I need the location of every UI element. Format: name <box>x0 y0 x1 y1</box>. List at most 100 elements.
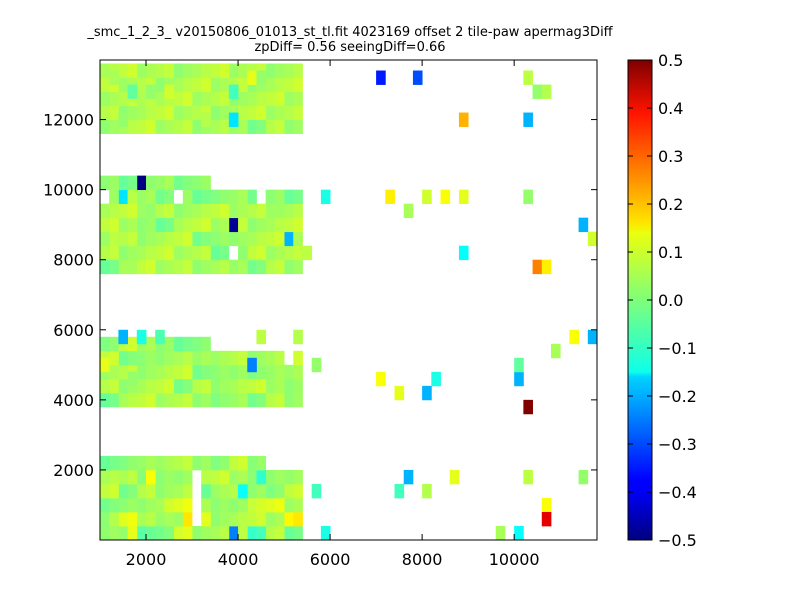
heatmap-cell <box>192 259 202 275</box>
heatmap-cell <box>458 245 469 261</box>
heatmap-cell <box>136 497 147 513</box>
heatmap-cell <box>219 63 230 78</box>
heatmap-cell <box>182 455 193 471</box>
heatmap-cell <box>118 63 129 78</box>
heatmap-cell <box>238 119 248 134</box>
heatmap-cell <box>274 91 285 106</box>
heatmap-cell <box>293 511 303 527</box>
heatmap-cell <box>247 483 257 499</box>
heatmap-cell <box>256 203 267 219</box>
heatmap-cell <box>136 189 147 205</box>
heatmap-cell <box>284 497 294 513</box>
heatmap-cell <box>449 469 460 485</box>
heatmap-cell <box>201 63 211 78</box>
heatmap-cell <box>182 119 193 134</box>
heatmap-cell <box>182 231 193 247</box>
heatmap-cell <box>201 91 211 106</box>
heatmap-cell <box>228 84 239 99</box>
heatmap-cell <box>173 497 184 513</box>
heatmap-cell <box>164 525 175 541</box>
heatmap-cell <box>127 217 138 233</box>
heatmap-cell <box>274 245 285 261</box>
chart-title-line-2: zpDiff= 0.56 seeingDiff=0.66 <box>254 40 446 55</box>
heatmap-cell <box>173 378 184 394</box>
heatmap-cell <box>182 525 193 541</box>
colorbar-tick-label: −0.2 <box>658 387 697 406</box>
heatmap-cell <box>376 70 386 85</box>
heatmap-cell <box>265 259 276 275</box>
heatmap-cell <box>155 77 165 92</box>
heatmap-cell <box>201 231 211 247</box>
heatmap-cell <box>192 364 202 380</box>
heatmap-cell <box>136 364 147 380</box>
heatmap-cell <box>146 203 156 219</box>
heatmap-cell <box>238 217 248 233</box>
heatmap-cell <box>136 378 147 394</box>
heatmap-cell <box>136 483 147 499</box>
heatmap-cell <box>274 77 285 92</box>
heatmap-cell <box>173 175 184 191</box>
heatmap-cell <box>274 119 285 134</box>
heatmap-cell <box>247 469 257 485</box>
heatmap-cell <box>100 497 110 513</box>
heatmap-cell <box>201 525 211 541</box>
heatmap-cell <box>238 231 248 247</box>
heatmap-cell <box>219 189 230 205</box>
heatmap-cell <box>302 245 313 261</box>
heatmap-cell <box>550 343 561 359</box>
heatmap-cell <box>164 189 175 205</box>
heatmap-cell <box>100 259 110 275</box>
heatmap-cell <box>228 364 239 380</box>
heatmap-cell <box>256 259 267 275</box>
heatmap-cell <box>256 119 267 134</box>
heatmap-cell <box>127 455 138 471</box>
heatmap-cell <box>146 483 156 499</box>
heatmap-cell <box>109 175 119 191</box>
heatmap-cell <box>219 245 230 261</box>
heatmap-cell <box>201 483 211 499</box>
heatmap-cell <box>192 217 202 233</box>
heatmap-cell <box>265 119 276 134</box>
heatmap-cell <box>109 70 119 85</box>
heatmap-cell <box>293 105 303 120</box>
heatmap-cell <box>274 364 285 380</box>
axes: 2000 4000 6000 8000 10000 2000 4000 6000 8000 100… <box>43 60 597 569</box>
heatmap-cell <box>201 350 211 366</box>
heatmap-cell <box>274 378 285 394</box>
heatmap-cell <box>284 525 294 541</box>
heatmap-cell <box>192 175 202 191</box>
heatmap-cell <box>403 203 414 219</box>
heatmap-cell <box>100 336 110 352</box>
heatmap-cell <box>118 203 129 219</box>
heatmap-cell <box>219 525 230 541</box>
heatmap-cell <box>164 245 175 261</box>
heatmap-cell <box>201 455 211 471</box>
heatmap-cell <box>127 525 138 541</box>
heatmap-cell <box>201 203 211 219</box>
heatmap-cell <box>219 77 230 92</box>
heatmap-cell <box>182 203 193 219</box>
heatmap-cell <box>173 483 184 499</box>
heatmap-cell <box>247 91 257 106</box>
heatmap-cell <box>109 511 119 527</box>
heatmap-cell <box>118 231 129 247</box>
heatmap-cell <box>182 392 193 408</box>
heatmap-cell <box>118 77 129 92</box>
heatmap-cell <box>210 203 221 219</box>
heatmap-cell <box>274 217 285 233</box>
heatmap-cell <box>311 357 322 373</box>
heatmap-cell <box>173 203 184 219</box>
heatmap-cell <box>274 497 285 513</box>
heatmap-cell <box>173 231 184 247</box>
heatmap-cell <box>265 63 276 78</box>
heatmap-cell <box>173 77 184 92</box>
heatmap-cell <box>219 378 230 394</box>
heatmap-cell <box>155 511 165 527</box>
heatmap-cell <box>228 217 239 233</box>
heatmap-cell <box>109 259 119 275</box>
colorbar-tick-label: 0.0 <box>658 291 683 310</box>
heatmap-cell <box>136 105 147 120</box>
heatmap-cell <box>146 497 156 513</box>
heatmap-cell <box>136 77 147 92</box>
heatmap-cell <box>265 364 276 380</box>
